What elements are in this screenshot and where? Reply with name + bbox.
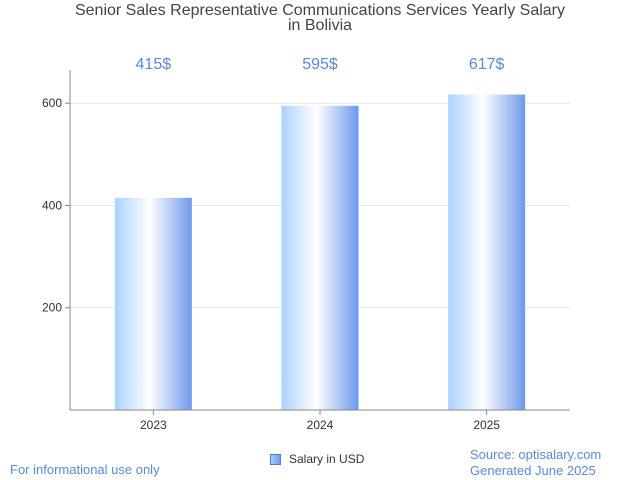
x-tick-label: 2025: [473, 418, 500, 432]
bar-2023: [114, 197, 192, 410]
y-tick-label: 200: [42, 301, 62, 315]
source-block: Source: optisalary.com Generated June 20…: [470, 447, 601, 479]
data-label: 415$: [136, 56, 172, 73]
source-text: Source: optisalary.com: [470, 447, 602, 462]
data-label: 595$: [302, 56, 338, 73]
x-tick-label: 2023: [140, 418, 167, 432]
disclaimer-text: For informational use only: [10, 462, 160, 477]
labels: 415$ 595$ 617$: [136, 56, 505, 73]
x-tick-label: 2024: [307, 418, 334, 432]
axes: 200 400 600 2023 2024 2025: [42, 70, 570, 432]
data-label: 617$: [469, 56, 505, 73]
chart-title-line-2: in Bolivia: [287, 17, 353, 34]
legend: Salary in USD: [270, 452, 364, 466]
generated-text: Generated June 2025: [470, 463, 596, 478]
legend-swatch: [270, 453, 281, 465]
legend-label: Salary in USD: [289, 452, 365, 466]
bar-2024: [281, 105, 359, 410]
chart-title-line-1: Senior Sales Representative Communicatio…: [74, 2, 565, 19]
chart-title: Senior Sales Representative Communicatio…: [0, 2, 640, 34]
bar-2025: [448, 94, 526, 410]
y-tick-label: 400: [42, 198, 62, 212]
bars: [114, 94, 526, 410]
y-tick-label: 600: [42, 96, 62, 110]
